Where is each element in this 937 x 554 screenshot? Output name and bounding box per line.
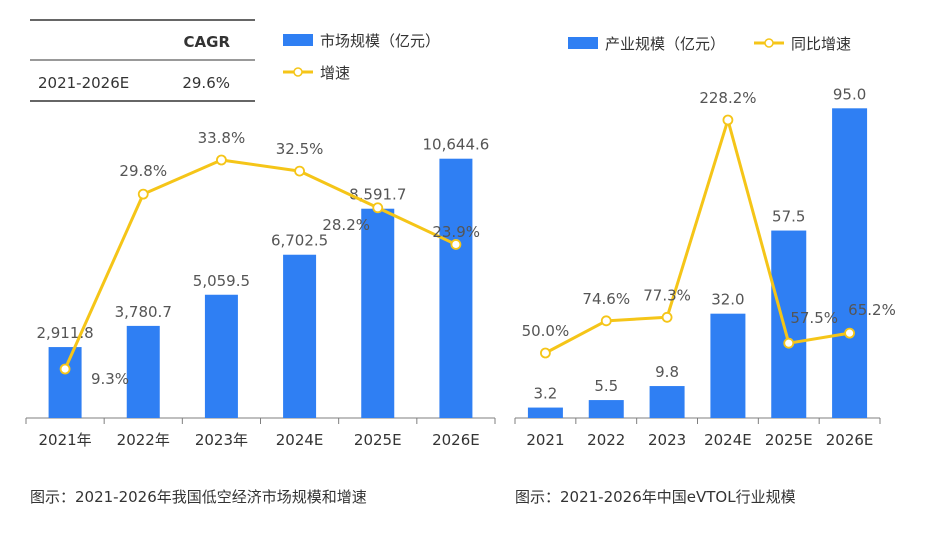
left-bar-label: 3,780.7	[115, 303, 172, 321]
left-bar	[48, 347, 82, 418]
left-growth-point	[137, 188, 149, 200]
left-bar-label: 8,591.7	[349, 186, 406, 204]
right-bar	[832, 108, 868, 419]
left-bar	[126, 325, 160, 418]
right-growth-label: 77.3%	[643, 286, 691, 304]
right-bar-label: 57.5	[772, 208, 805, 226]
cagr-header: CAGR	[184, 33, 231, 51]
left-growth-label: 9.3%	[91, 370, 129, 388]
right-bar-label: 5.5	[594, 377, 618, 395]
left-bar-label: 10,644.6	[423, 136, 490, 154]
left-category-label: 2022年	[117, 431, 170, 449]
left-category-label: 2023年	[195, 431, 248, 449]
right-bar-label: 95.0	[833, 85, 866, 103]
right-legend-line-label: 同比增速	[791, 35, 851, 53]
left-growth-label: 28.2%	[322, 216, 370, 234]
left-category-label: 2026E	[432, 431, 480, 449]
left-growth-point	[372, 202, 384, 214]
right-bar	[771, 230, 807, 418]
left-category-label: 2021年	[38, 431, 91, 449]
left-bar-label: 5,059.5	[193, 272, 250, 290]
left-legend-bar-swatch	[283, 34, 313, 46]
left-growth-point	[294, 165, 305, 177]
right-category-label: 2021	[526, 431, 564, 449]
right-chart-caption: 图示：2021-2026年中国eVTOL行业规模	[515, 488, 796, 506]
right-category-label: 2022	[587, 431, 625, 449]
left-chart-plot: 2,911.82021年3,780.72022年5,059.52023年6,70…	[25, 129, 496, 449]
right-legend-bar-label: 产业规模（亿元）	[605, 35, 725, 53]
cagr-table: CAGR 2021-2026E 29.6%	[30, 19, 255, 102]
right-category-label: 2025E	[765, 431, 813, 449]
right-bar-label: 32.0	[711, 291, 744, 309]
cagr-period: 2021-2026E	[38, 74, 129, 92]
right-growth-point	[661, 311, 673, 323]
right-category-label: 2024E	[704, 431, 752, 449]
left-growth-label: 32.5%	[276, 140, 324, 158]
right-growth-label: 74.6%	[582, 290, 630, 308]
right-bar	[527, 407, 563, 418]
left-growth-point	[59, 363, 71, 375]
left-bar	[361, 208, 395, 418]
left-growth-point	[450, 239, 462, 250]
right-bar-label: 3.2	[533, 385, 557, 403]
right-legend-line-marker	[764, 38, 774, 48]
right-growth-label: 57.5%	[790, 309, 838, 327]
left-chart-caption: 图示：2021-2026年我国低空经济市场规模和增速	[30, 488, 367, 506]
right-growth-point	[722, 114, 734, 126]
left-bar	[283, 254, 317, 418]
right-bar-label: 9.8	[655, 363, 679, 381]
left-growth-label: 29.8%	[119, 162, 167, 180]
left-category-label: 2024E	[276, 431, 324, 449]
left-legend-line-marker	[293, 67, 303, 77]
right-growth-point	[783, 337, 795, 349]
left-bar	[439, 158, 473, 418]
right-bar	[649, 386, 685, 418]
right-growth-line	[544, 118, 850, 355]
right-legend-bar-swatch	[568, 37, 598, 49]
left-growth-line	[63, 158, 457, 370]
left-growth-label: 23.9%	[432, 223, 480, 241]
cagr-value: 29.6%	[182, 74, 230, 92]
right-bar	[710, 313, 746, 418]
right-growth-point	[844, 327, 855, 339]
right-growth-point	[600, 315, 612, 327]
right-chart-plot: 3.2 2021 5.5 2022 9.8 2023 32.0 2024E 57.5 2025E 9…	[514, 85, 896, 449]
left-legend: 市场规模（亿元） 增速	[283, 32, 440, 82]
right-category-label: 2026E	[826, 431, 874, 449]
right-legend: 产业规模（亿元） 同比增速	[568, 35, 851, 53]
right-growth-point	[540, 347, 551, 359]
left-growth-label: 33.8%	[198, 129, 246, 147]
left-category-label: 2025E	[354, 431, 402, 449]
left-legend-line-label: 增速	[320, 64, 350, 82]
right-category-label: 2023	[648, 431, 686, 449]
left-bar	[204, 294, 238, 418]
right-bar	[588, 400, 624, 418]
right-growth-label: 50.0%	[522, 322, 570, 340]
right-growth-label: 65.2%	[848, 301, 896, 319]
left-growth-point	[216, 154, 227, 166]
left-bar-label: 6,702.5	[271, 232, 328, 250]
left-legend-bar-label: 市场规模（亿元）	[320, 32, 440, 50]
right-growth-label: 228.2%	[699, 89, 756, 107]
